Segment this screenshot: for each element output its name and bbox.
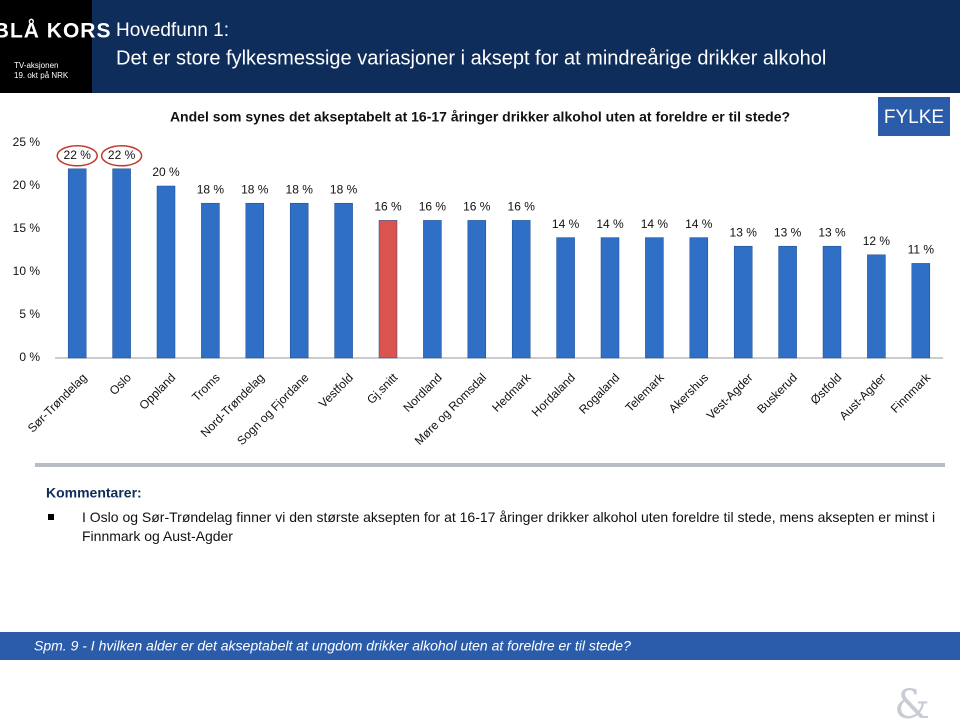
value-label: 22 % [64,148,92,162]
value-label: 18 % [197,182,225,196]
footer-question: Spm. 9 - I hvilken alder er det akseptab… [34,638,631,654]
bar [600,237,620,359]
value-label: 11 % [908,243,935,257]
x-tick-label: Finnmark [888,370,934,416]
bar [467,220,487,359]
highlight-ring [56,145,98,167]
bar [289,202,309,359]
value-label: 18 % [286,182,314,196]
x-tick-label: Oslo [107,370,135,398]
bar [112,168,131,359]
logo-sub: 19. okt på NRK [14,71,69,80]
y-tick-label: 15 % [13,221,41,235]
bar [511,220,531,359]
x-tick-label: Rogaland [576,370,622,416]
footer-band [0,632,960,660]
bar [334,202,353,359]
logo-box [0,0,92,93]
value-label: 22 % [108,148,136,162]
comments-heading: Kommentarer: [46,485,142,501]
value-label: 18 % [241,182,269,196]
value-label: 13 % [730,225,758,239]
logo-sub: TV-aksjonen [14,61,58,70]
value-label: 20 % [152,165,180,179]
bar [733,245,753,359]
divider [35,463,945,467]
value-label: 16 % [419,200,447,214]
x-tick-label: Buskerud [754,370,800,416]
y-tick-label: 20 % [13,178,41,192]
header-band [0,0,960,93]
x-tick-label: Hedmark [489,370,534,415]
bar [201,202,220,359]
x-tick-label: Gj.snitt [364,370,401,407]
logo: +BLÅ KORS [0,19,111,43]
bar [245,202,265,359]
plot: 0 % 5 % 10 % 15 % 20 % 25 % 22 % Sør-Trøndelag 2… [13,135,943,448]
title: Det er store fylkesmessige variasjoner i… [116,47,826,69]
y-tick-label: 5 % [19,307,40,321]
badge-text: FYLKE [884,107,944,128]
value-label: 14 % [596,217,624,231]
bar [156,185,176,359]
bar [645,237,664,359]
comment-box: I Oslo og Sør-Trøndelag finner vi den st… [82,509,936,544]
bar [778,245,797,359]
highlight-ring [100,145,143,167]
value-label: 13 % [818,225,846,239]
bar [67,168,87,359]
x-tick-label: Vestfold [316,370,356,410]
bar [867,254,886,359]
y-tick-label: 10 % [13,264,41,278]
value-label: 12 % [863,234,891,248]
chart-title: Andel som synes det akseptabelt at 16-17… [170,109,790,125]
title: Hovedfunn 1: [116,20,229,41]
x-tick-label: Nordland [400,370,444,414]
bar [822,245,842,359]
value-label: 18 % [330,182,358,196]
x-tick-label: Akershus [666,370,711,415]
x-tick-label: Sør-Trøndelag [25,370,90,435]
y-tick-label: 25 % [13,135,41,149]
bar [556,237,575,359]
x-tick-label: Aust-Agder [836,370,888,422]
x-tick-label: Troms [189,370,223,404]
value-label: 16 % [463,200,491,214]
value-label: 14 % [685,217,713,231]
bar [423,220,442,359]
value-label: 14 % [641,217,669,231]
x-tick-label: Vest-Agder [704,370,756,422]
badge [878,97,950,136]
bar [689,237,709,359]
y-tick-label: 0 % [19,350,40,364]
bar [911,263,931,359]
x-tick-label: Oppland [136,370,178,412]
footer-mark: & [894,682,930,720]
value-label: 13 % [774,225,802,239]
value-label: 16 % [374,200,402,214]
x-tick-label: Telemark [622,370,667,415]
x-tick-label: Østfold [808,370,845,407]
value-label: 14 % [552,217,580,231]
x-tick-label: Hordaland [529,370,578,419]
comment: I Oslo og Sør-Trøndelag finner vi den st… [82,509,936,544]
bar [378,220,398,359]
bullet [48,514,54,520]
value-label: 16 % [508,200,536,214]
